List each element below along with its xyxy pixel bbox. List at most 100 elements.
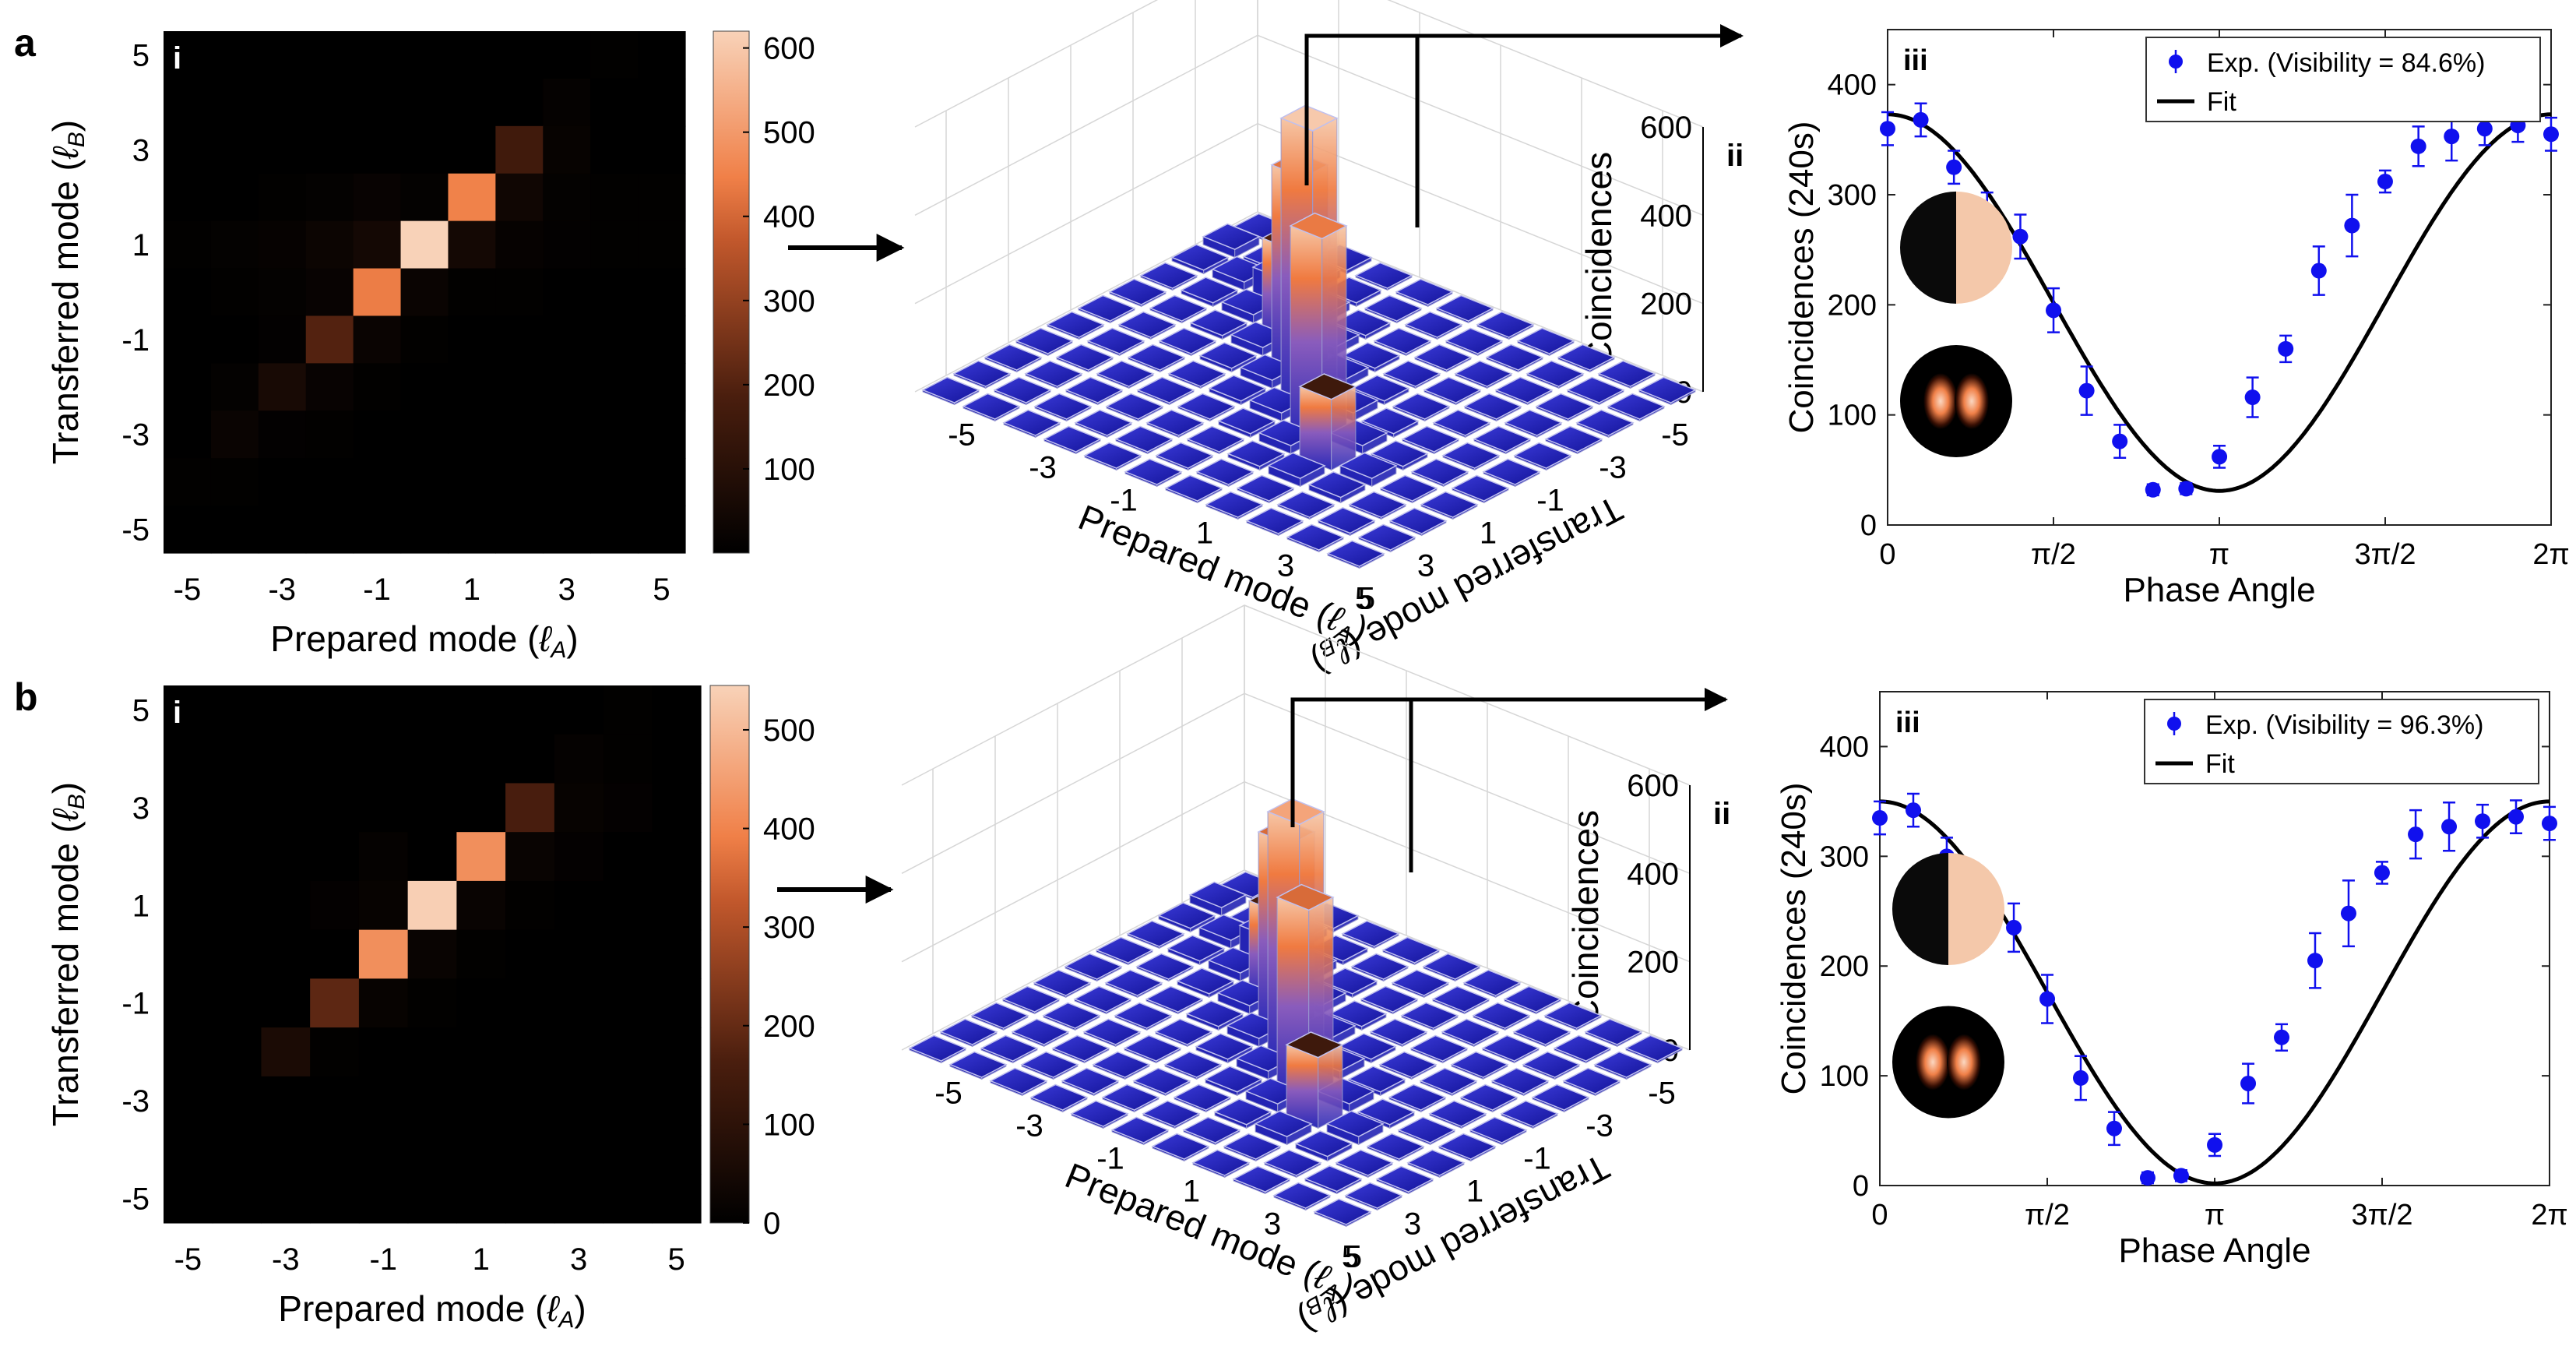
- heatmap-cell: [358, 978, 409, 1028]
- heatmap-cell: [407, 1076, 457, 1126]
- bar3d-bar: [1485, 344, 1544, 373]
- heatmap-cell: [210, 125, 259, 174]
- heatmap-cell: [261, 1174, 311, 1224]
- colorbar: [709, 685, 750, 1224]
- heatmap-cell: [261, 1076, 311, 1126]
- data-point: [2541, 805, 2557, 841]
- heatmap-cell: [305, 78, 354, 127]
- heatmap-cell: [210, 363, 259, 411]
- heatmap-cell: [210, 220, 259, 270]
- bar3d-x-tick: 3: [1417, 549, 1434, 583]
- bar3d-bars: [908, 798, 1684, 1228]
- data-point: [1905, 792, 1921, 828]
- colorbar-tick: 100: [763, 1108, 815, 1142]
- heatmap-y-tick: -1: [121, 987, 150, 1021]
- bar3d-bar: [1245, 507, 1304, 537]
- bar3d-x-tick: 1: [1480, 516, 1497, 551]
- data-point: [2012, 213, 2029, 260]
- bar3d-bar: [1015, 327, 1074, 357]
- bar3d-bar: [1226, 440, 1286, 471]
- heatmap-cell: [495, 315, 544, 364]
- bar3d-bar: [1350, 953, 1409, 982]
- heatmap-x-tick: 1: [473, 1242, 490, 1277]
- heatmap-x-tick: 1: [463, 573, 480, 607]
- sublabel-i: i: [173, 41, 181, 76]
- bar3d-bar: [1254, 1110, 1313, 1146]
- heatmap-cell: [310, 880, 360, 931]
- bar3d-bar: [1526, 360, 1585, 389]
- y-tick: 300: [1828, 179, 1877, 212]
- bar3d-bar: [1202, 223, 1261, 259]
- bar3d-bar: [1127, 344, 1186, 373]
- bar3d-bar: [1406, 1149, 1466, 1179]
- bar3d-bar: [1135, 953, 1195, 982]
- x-tick: π/2: [2025, 1199, 2070, 1231]
- heatmap-cell: [543, 31, 591, 79]
- bar3d-bar: [1354, 262, 1413, 291]
- bar3d-bar: [1124, 458, 1183, 488]
- bar3d-bar: [1454, 360, 1513, 389]
- bar3d-y-tick: -5: [934, 1076, 962, 1111]
- sublabel-ii: ii: [1726, 139, 1744, 173]
- heatmap-cell: [353, 78, 402, 127]
- heatmap-cell: [400, 220, 449, 270]
- bar3d-bar: [1180, 277, 1239, 308]
- heatmap-cell: [261, 685, 311, 735]
- heatmap-cell: [407, 783, 457, 833]
- bar3d-x-tick: -1: [1536, 484, 1564, 518]
- heatmap-cell: [590, 220, 639, 270]
- heatmap-cell: [400, 31, 449, 79]
- heatmap-cell: [505, 929, 555, 979]
- bar3d-bar: [1593, 1051, 1652, 1080]
- heatmap-cell: [353, 173, 402, 222]
- heatmap-cell: [358, 685, 409, 735]
- heatmap-cell: [261, 1027, 311, 1077]
- bar3d-bar: [1373, 327, 1432, 357]
- bar3d-bar: [1557, 344, 1616, 373]
- bar3d-bar: [1624, 1034, 1684, 1064]
- data-point: [2207, 1133, 2223, 1157]
- bar3d-bar: [1535, 393, 1594, 422]
- bar3d-bar: [921, 376, 980, 406]
- data-point: [2145, 481, 2161, 498]
- heatmap-cell: [258, 220, 307, 270]
- bar3d-bar: [1481, 1034, 1540, 1064]
- heatmap-cell: [210, 173, 259, 222]
- heatmap-cell: [353, 458, 402, 506]
- data-point: [2139, 1170, 2155, 1186]
- bar3d-bar: [1011, 1018, 1070, 1048]
- heatmap-cell: [400, 363, 449, 411]
- bar3d-x-tick: -5: [1661, 418, 1689, 453]
- heatmap-cell: [258, 78, 307, 127]
- bar3d-y-tick: 1: [1183, 1175, 1200, 1209]
- heatmap-cell: [358, 1174, 409, 1224]
- heatmap-cell: [305, 268, 354, 317]
- bar3d-bar: [1167, 935, 1226, 966]
- heatmap-cell: [212, 1027, 262, 1077]
- bar3d-x-tick: -5: [1648, 1076, 1676, 1111]
- heatmap-cell: [456, 978, 506, 1028]
- heatmap-cell: [505, 1076, 555, 1126]
- bar3d-bar: [1409, 1034, 1469, 1064]
- heatmap-cell: [456, 832, 506, 882]
- heatmap-cell: [543, 78, 591, 127]
- bar3d-bar: [1606, 393, 1666, 422]
- bar3d-bar: [1381, 936, 1441, 966]
- heatmap-cell: [305, 410, 354, 459]
- heatmap-cell: [638, 220, 686, 270]
- heatmap-cell: [164, 832, 213, 882]
- heatmap-cell: [358, 1125, 409, 1175]
- heatmap-cell: [358, 929, 409, 979]
- y-tick: 100: [1820, 1060, 1869, 1093]
- bar3d-bar: [1472, 1002, 1531, 1031]
- plot-ylabel: Coincidences (240s): [1775, 782, 1813, 1094]
- heatmap-cell: [353, 363, 402, 411]
- heatmap-cell: [353, 220, 402, 270]
- bar3d-bar: [1136, 376, 1195, 406]
- heatmap-cell: [590, 268, 639, 317]
- bar3d-y-tick: -3: [1015, 1109, 1043, 1143]
- heatmap-cell: [638, 125, 686, 174]
- heatmap-cell: [400, 458, 449, 506]
- heatmap-cell: [407, 978, 457, 1028]
- heatmap-cell: [164, 734, 213, 784]
